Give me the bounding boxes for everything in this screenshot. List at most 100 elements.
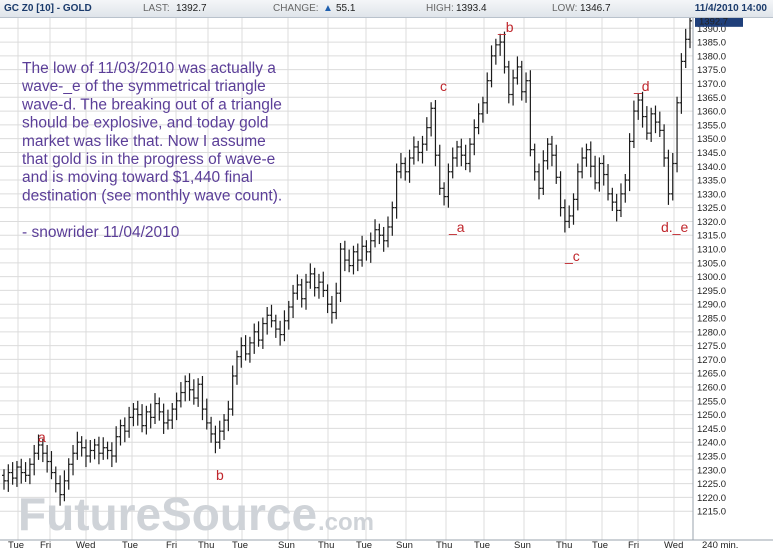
ohlc-bar xyxy=(575,163,580,211)
ohlc-bar xyxy=(549,135,554,167)
ohlc-bar xyxy=(118,419,123,446)
ohlc-bar xyxy=(511,69,516,106)
ohlc-bar xyxy=(631,100,636,149)
triangle-up-icon: ▲ xyxy=(323,3,333,14)
ohlc-bar xyxy=(347,249,352,273)
y-tick-label: 1350.0 xyxy=(697,134,726,145)
y-tick-label: 1285.0 xyxy=(697,314,726,325)
ohlc-bar xyxy=(304,273,309,310)
ohlc-bar xyxy=(295,274,300,300)
ohlc-bar xyxy=(640,91,645,128)
ohlc-bar xyxy=(226,400,231,432)
ohlc-bar xyxy=(187,373,192,401)
ohlc-bar xyxy=(239,337,244,368)
ohlc-bar xyxy=(183,375,188,402)
y-tick-label: 1220.0 xyxy=(697,493,726,504)
ohlc-bar xyxy=(368,232,373,263)
ohlc-bar xyxy=(636,93,641,120)
y-tick-label: 1250.0 xyxy=(697,410,726,421)
ohlc-bar xyxy=(83,439,88,468)
ohlc-bar xyxy=(191,379,196,405)
ohlc-bar xyxy=(670,153,675,201)
ohlc-bar xyxy=(101,437,106,460)
y-tick-label: 1385.0 xyxy=(697,38,726,49)
last-price-value: 1392.7 xyxy=(699,18,728,27)
ohlc-bar xyxy=(131,403,136,427)
ohlc-bar xyxy=(351,245,356,275)
ohlc-bar xyxy=(19,458,24,484)
ohlc-bar xyxy=(403,157,408,181)
ohlc-bar xyxy=(545,138,550,170)
y-tick-label: 1295.0 xyxy=(697,286,726,297)
ohlc-bar xyxy=(6,464,11,492)
y-tick-label: 1380.0 xyxy=(697,51,726,62)
ohlc-bar xyxy=(273,314,278,338)
ohlc-bar xyxy=(584,143,589,167)
ohlc-bar xyxy=(222,414,227,441)
ohlc-bar xyxy=(325,284,330,314)
wave-label: _d xyxy=(633,78,650,94)
ohlc-bar xyxy=(265,306,270,335)
ohlc-bar xyxy=(420,135,425,164)
annotation-line: wave-_e of the symmetrical triangle xyxy=(21,78,266,95)
chart-datetime: 11/4/2010 14:00 xyxy=(694,3,767,14)
ohlc-bar xyxy=(178,382,183,408)
x-tick-label: Fri xyxy=(40,540,51,551)
y-tick-label: 1330.0 xyxy=(697,189,726,200)
ohlc-bar xyxy=(53,466,58,493)
ohlc-bar xyxy=(610,187,615,211)
ohlc-bar xyxy=(536,163,541,200)
ohlc-bar xyxy=(32,444,37,476)
ohlc-bar xyxy=(243,335,248,361)
ohlc-bar xyxy=(463,144,468,171)
ohlc-bar xyxy=(148,403,153,429)
ohlc-bar xyxy=(472,119,477,156)
ohlc-bar xyxy=(506,60,511,104)
y-tick-label: 1280.0 xyxy=(697,327,726,338)
wave-label: _b xyxy=(497,19,514,35)
y-tick-label: 1315.0 xyxy=(697,231,726,242)
time-axis: Tue Fri Wed Tue Fri Thu Tue Sun Thu Tue Sun Thu Tue S… xyxy=(8,540,683,551)
ohlc-bar xyxy=(196,378,201,407)
ohlc-bar xyxy=(485,72,490,114)
x-tick-label: Sun xyxy=(396,540,413,551)
ohlc-bar xyxy=(157,397,162,421)
ohlc-bar xyxy=(299,278,304,308)
ohlc-bar xyxy=(416,140,421,162)
ohlc-bar xyxy=(558,171,563,217)
annotation-line: that gold is in the progress of wave-e xyxy=(22,151,275,168)
last-label: LAST: xyxy=(143,3,170,14)
ohlc-bar xyxy=(45,444,50,473)
ohlc-bar xyxy=(580,147,585,179)
ohlc-bar xyxy=(360,235,365,267)
change-value: 55.1 xyxy=(336,3,356,14)
price-axis: 1215.0 1220.0 1225.0 1230.0 1235.0 1240.0 1245… xyxy=(695,18,743,518)
ohlc-bar xyxy=(398,153,403,179)
last-value: 1392.7 xyxy=(176,3,207,14)
ohlc-bar xyxy=(282,310,287,342)
ohlc-bar xyxy=(597,157,602,192)
y-tick-label: 1260.0 xyxy=(697,383,726,394)
ohlc-bar xyxy=(75,431,80,460)
ohlc-bar xyxy=(23,462,28,482)
ohlc-bar xyxy=(515,56,520,85)
ohlc-bar xyxy=(342,240,347,272)
ohlc-bar xyxy=(252,323,257,354)
ohlc-bar xyxy=(153,393,158,424)
y-tick-label: 1225.0 xyxy=(697,479,726,490)
x-tick-label: Thu xyxy=(436,540,452,551)
ohlc-bar xyxy=(355,243,360,272)
ohlc-bar xyxy=(532,143,537,181)
y-tick-label: 1310.0 xyxy=(697,245,726,256)
ohlc-bar xyxy=(58,475,63,506)
x-tick-label: Tue xyxy=(8,540,24,551)
ohlc-bar xyxy=(338,242,343,303)
quote-header: GC Z0 [10] - GOLD LAST: 1392.7 CHANGE: ▲… xyxy=(0,0,773,18)
x-tick-label: Thu xyxy=(318,540,334,551)
ohlc-bar xyxy=(601,155,606,186)
ohlc-bar xyxy=(493,38,498,65)
ohlc-bar xyxy=(683,28,688,69)
ohlc-bar xyxy=(442,182,447,206)
ohlc-bar xyxy=(308,263,313,289)
ohlc-bar xyxy=(455,140,460,167)
